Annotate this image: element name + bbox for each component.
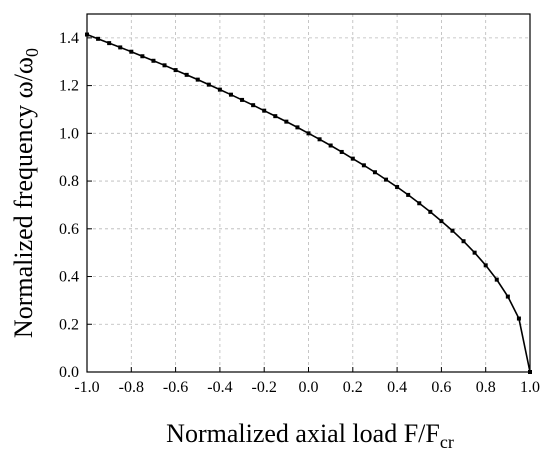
x-tick-label: 0.4 — [387, 379, 407, 396]
data-point — [96, 36, 101, 41]
data-point — [118, 45, 123, 50]
data-point — [162, 63, 167, 68]
data-point — [406, 192, 411, 197]
x-tick-label: 0.8 — [476, 379, 496, 396]
data-point — [240, 97, 245, 102]
x-tick-label: -1.0 — [74, 379, 99, 396]
data-point — [306, 131, 311, 136]
data-point — [317, 137, 322, 142]
data-point — [107, 41, 112, 46]
x-tick-label: 0.6 — [431, 379, 451, 396]
data-point — [372, 170, 377, 175]
x-axis-title-sub: cr — [440, 432, 454, 452]
x-axis-title-main: Normalized axial load F/F — [166, 419, 440, 448]
data-point — [262, 108, 267, 113]
ticks — [86, 37, 531, 373]
data-point — [339, 149, 344, 154]
y-axis-title: Normalized frequency ω/ω0 — [9, 48, 42, 338]
y-tick-label: 1.4 — [59, 30, 79, 47]
data-point — [483, 263, 488, 268]
data-point — [439, 219, 444, 224]
y-axis-title-main: Normalized frequency ω/ω — [9, 57, 38, 338]
data-point — [273, 114, 278, 119]
data-point — [516, 316, 521, 321]
y-tick-label: 1.0 — [59, 125, 79, 142]
data-point — [184, 72, 189, 77]
y-tick-labels: 0.0 0.2 0.4 0.6 0.8 1.0 1.2 1.4 — [59, 30, 79, 381]
data-point — [428, 209, 433, 214]
y-tick-label: 0.4 — [59, 269, 79, 286]
x-tick-label: 0.0 — [299, 379, 319, 396]
x-tick-label: 1.0 — [520, 379, 540, 396]
x-tick-label: -0.8 — [119, 379, 144, 396]
data-point — [195, 77, 200, 82]
x-tick-labels: -1.0 -0.8 -0.6 -0.4 -0.2 0.0 0.2 0.4 0.6 0.8 1.0 — [74, 379, 540, 396]
y-tick-label: 0.8 — [59, 173, 79, 190]
data-point — [461, 239, 466, 244]
data-point — [417, 201, 422, 206]
data-point — [384, 177, 389, 182]
grid — [87, 14, 530, 372]
x-axis-title: Normalized axial load F/Fcr — [166, 419, 454, 452]
data-point — [140, 54, 145, 59]
y-tick-label: 0.0 — [59, 364, 79, 381]
data-point — [295, 125, 300, 130]
data-point — [206, 82, 211, 87]
data-point — [350, 156, 355, 161]
data-point — [129, 49, 134, 54]
data-point — [173, 68, 178, 73]
plot-frame — [86, 13, 531, 373]
data-point — [450, 228, 455, 233]
data-point — [284, 119, 289, 124]
y-axis-title-sub: 0 — [22, 48, 42, 57]
y-tick-label: 0.6 — [59, 221, 79, 238]
data-point — [361, 163, 366, 168]
data-point — [505, 294, 510, 299]
data-point — [151, 58, 156, 63]
x-tick-label: -0.4 — [207, 379, 232, 396]
y-tick-label: 0.2 — [59, 316, 79, 333]
data-point — [228, 92, 233, 97]
x-tick-label: 0.2 — [343, 379, 363, 396]
data-point — [494, 277, 499, 282]
series-markers — [85, 32, 532, 374]
x-tick-label: -0.2 — [252, 379, 277, 396]
y-tick-label: 1.2 — [59, 78, 79, 95]
x-tick-label: -0.6 — [163, 379, 188, 396]
data-point — [251, 103, 256, 108]
data-point — [217, 87, 222, 92]
data-point — [472, 250, 477, 255]
data-point — [328, 143, 333, 148]
data-point — [395, 185, 400, 190]
